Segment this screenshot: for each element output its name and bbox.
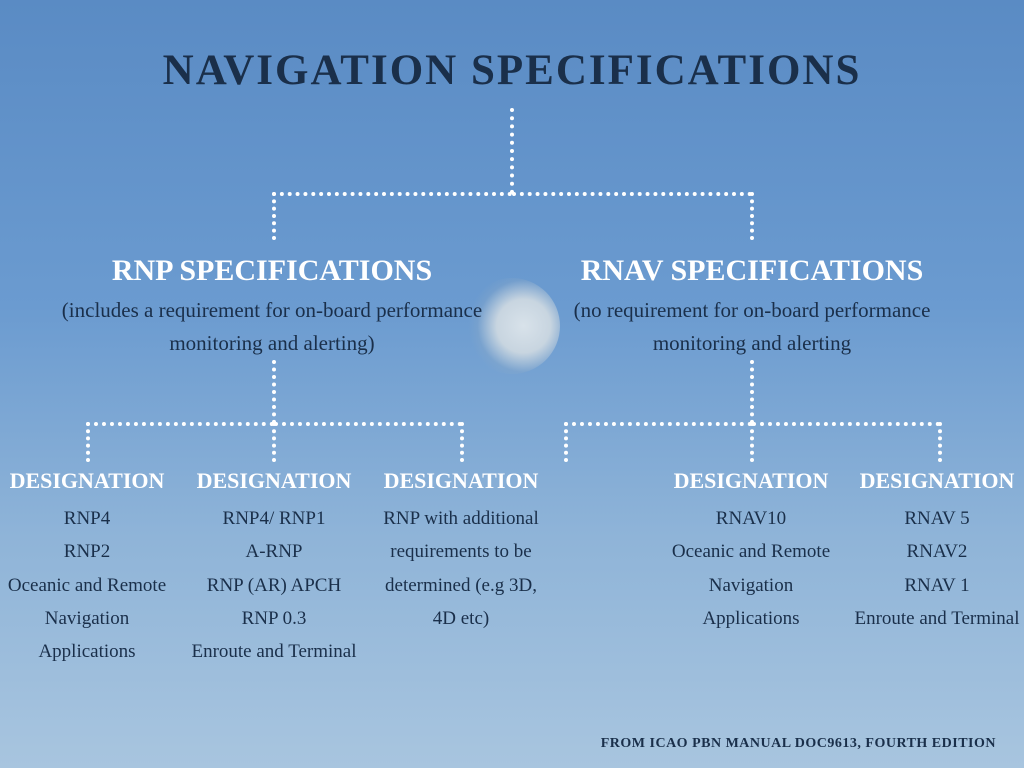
column-heading: DESIGNATION	[376, 468, 546, 494]
connector-line	[750, 192, 754, 240]
connector-line	[272, 360, 276, 424]
connector-line	[460, 422, 464, 462]
designation-column: DESIGNATION RNP4RNP2Oceanic and Remote N…	[2, 468, 172, 668]
column-heading: DESIGNATION	[2, 468, 172, 494]
connector-line	[86, 422, 274, 426]
connector-line	[750, 422, 754, 462]
rnav-branch-subtitle: (no requirement for on-board performance…	[532, 294, 972, 359]
rnp-branch-subtitle: (includes a requirement for on-board per…	[52, 294, 492, 359]
rnav-branch-title: RNAV SPECIFICATIONS	[532, 254, 972, 288]
designation-column: DESIGNATION RNP4/ RNP1A-RNPRNP (AR) APCH…	[189, 468, 359, 668]
connector-line	[750, 360, 754, 424]
connector-line	[564, 422, 752, 426]
column-body: RNP4/ RNP1A-RNPRNP (AR) APCHRNP 0.3Enrou…	[189, 502, 359, 668]
column-heading: DESIGNATION	[666, 468, 836, 494]
column-heading: DESIGNATION	[852, 468, 1022, 494]
designation-column: DESIGNATION RNAV 5RNAV2RNAV 1Enroute and…	[852, 468, 1022, 635]
rnp-branch-title: RNP SPECIFICATIONS	[52, 254, 492, 288]
designation-column: DESIGNATION RNP with additional requirem…	[376, 468, 546, 635]
column-body: RNAV10Oceanic and Remote Navigation Appl…	[666, 502, 836, 635]
column-heading: DESIGNATION	[189, 468, 359, 494]
column-body: RNP with additional requirements to be d…	[376, 502, 546, 635]
connector-line	[510, 108, 514, 194]
column-body: RNP4RNP2Oceanic and Remote Navigation Ap…	[2, 502, 172, 668]
connector-line	[272, 192, 512, 196]
connector-line	[512, 192, 752, 196]
connector-line	[272, 422, 276, 462]
footer-source: FROM ICAO PBN MANUAL DOC9613, FOURTH EDI…	[601, 736, 996, 752]
page-title: NAVIGATION SPECIFICATIONS	[0, 46, 1024, 95]
connector-line	[86, 422, 90, 462]
designation-column: DESIGNATION RNAV10Oceanic and Remote Nav…	[666, 468, 836, 635]
connector-line	[752, 422, 940, 426]
connector-line	[274, 422, 462, 426]
column-body: RNAV 5RNAV2RNAV 1Enroute and Terminal	[852, 502, 1022, 635]
connector-line	[564, 422, 568, 462]
connector-line	[272, 192, 276, 240]
connector-line	[938, 422, 942, 462]
